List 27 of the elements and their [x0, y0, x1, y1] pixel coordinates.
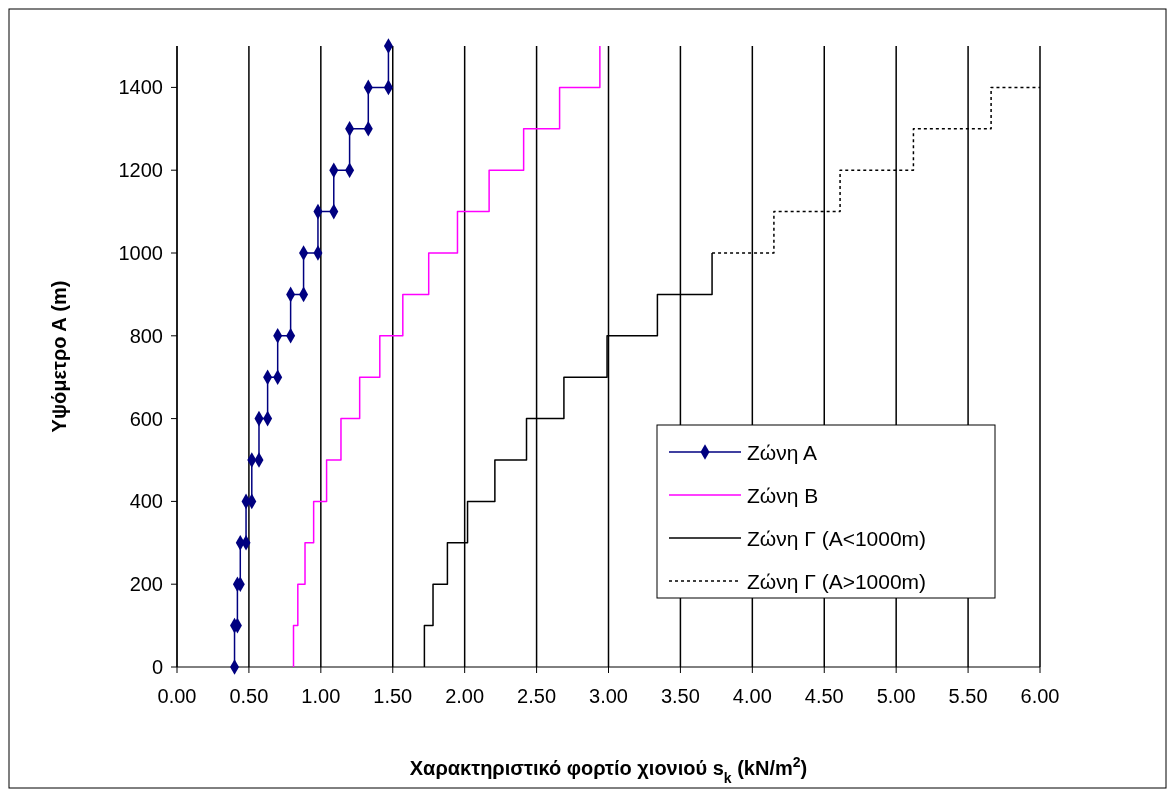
x-tick-label: 4.00 [732, 685, 772, 707]
x-axis-title: Χαρακτηριστικό φορτίο χιονιού s$_{k}$ (kN/m$^{2}$) [409, 754, 808, 786]
y-tick-label: 800 [129, 324, 163, 347]
legend-label: Ζώνη Β [747, 484, 819, 507]
y-tick-label: 600 [129, 407, 163, 430]
x-tick-label: 0.00 [157, 685, 197, 707]
y-tick-label: 0 [151, 656, 163, 678]
x-tick-label: 2.00 [445, 685, 485, 707]
x-tick-label: 0.50 [229, 685, 269, 707]
legend-label: Ζώνη Γ (Α>1000m) [747, 570, 927, 593]
legend-label: Ζώνη Α [747, 441, 818, 464]
y-tick-label: 1000 [118, 242, 163, 264]
y-axis-title: Υψόμετρο Α (m) [48, 280, 70, 433]
x-tick-label: 3.00 [589, 685, 628, 707]
x-tick-label: 1.50 [373, 685, 413, 707]
y-tick-label: 1200 [118, 159, 163, 182]
x-tick-label: 6.00 [1020, 685, 1060, 707]
x-tick-label: 4.50 [804, 685, 844, 707]
x-tick-label: 5.50 [948, 685, 988, 707]
y-tick-label: 400 [129, 490, 163, 513]
legend-label: Ζώνη Γ (Α<1000m) [747, 527, 927, 550]
y-tick-label: 1400 [118, 76, 163, 99]
x-tick-label: 3.50 [660, 685, 700, 707]
x-tick-label: 5.00 [876, 685, 916, 707]
x-tick-label: 2.50 [517, 685, 557, 707]
x-tick-label: 1.00 [301, 685, 341, 707]
y-tick-label: 200 [129, 573, 163, 596]
